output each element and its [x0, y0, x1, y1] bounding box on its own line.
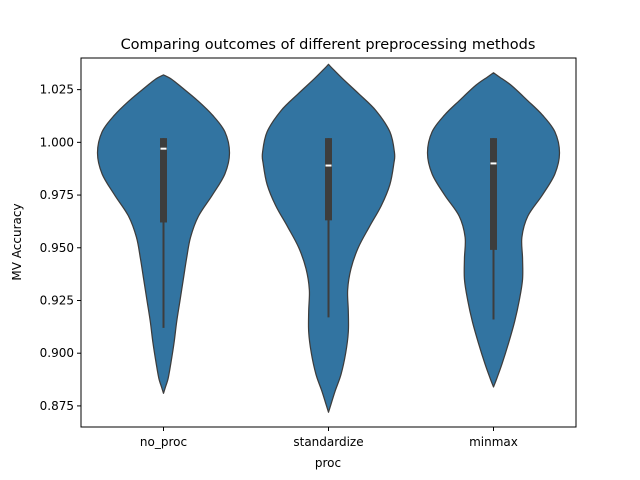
violin-no_proc	[96, 74, 231, 394]
y-tick-label: 0.950	[40, 241, 74, 255]
iqr-box	[325, 138, 332, 221]
x-axis-label: proc	[315, 456, 341, 470]
y-axis-label: MV Accuracy	[10, 203, 24, 280]
y-tick-label: 1.000	[40, 135, 74, 149]
violin-standardize	[261, 63, 396, 413]
iqr-box	[160, 138, 167, 223]
y-tick-label: 0.875	[40, 399, 74, 413]
y-tick-label: 0.975	[40, 188, 74, 202]
violin-minmax	[426, 72, 561, 388]
y-tick-label: 0.925	[40, 293, 74, 307]
x-tick-label: minmax	[469, 435, 518, 449]
y-tick-label: 0.900	[40, 346, 74, 360]
x-axis: no_proc standardize minmax	[140, 427, 518, 449]
violin-layer	[96, 63, 561, 413]
x-tick-label: no_proc	[140, 435, 187, 449]
iqr-box	[490, 138, 497, 250]
y-tick-label: 1.025	[40, 83, 74, 97]
chart-title: Comparing outcomes of different preproce…	[121, 37, 536, 53]
y-axis: 0.875 0.900 0.925 0.950 0.975 1.000 1.025	[40, 83, 81, 413]
x-tick-label: standardize	[293, 435, 363, 449]
